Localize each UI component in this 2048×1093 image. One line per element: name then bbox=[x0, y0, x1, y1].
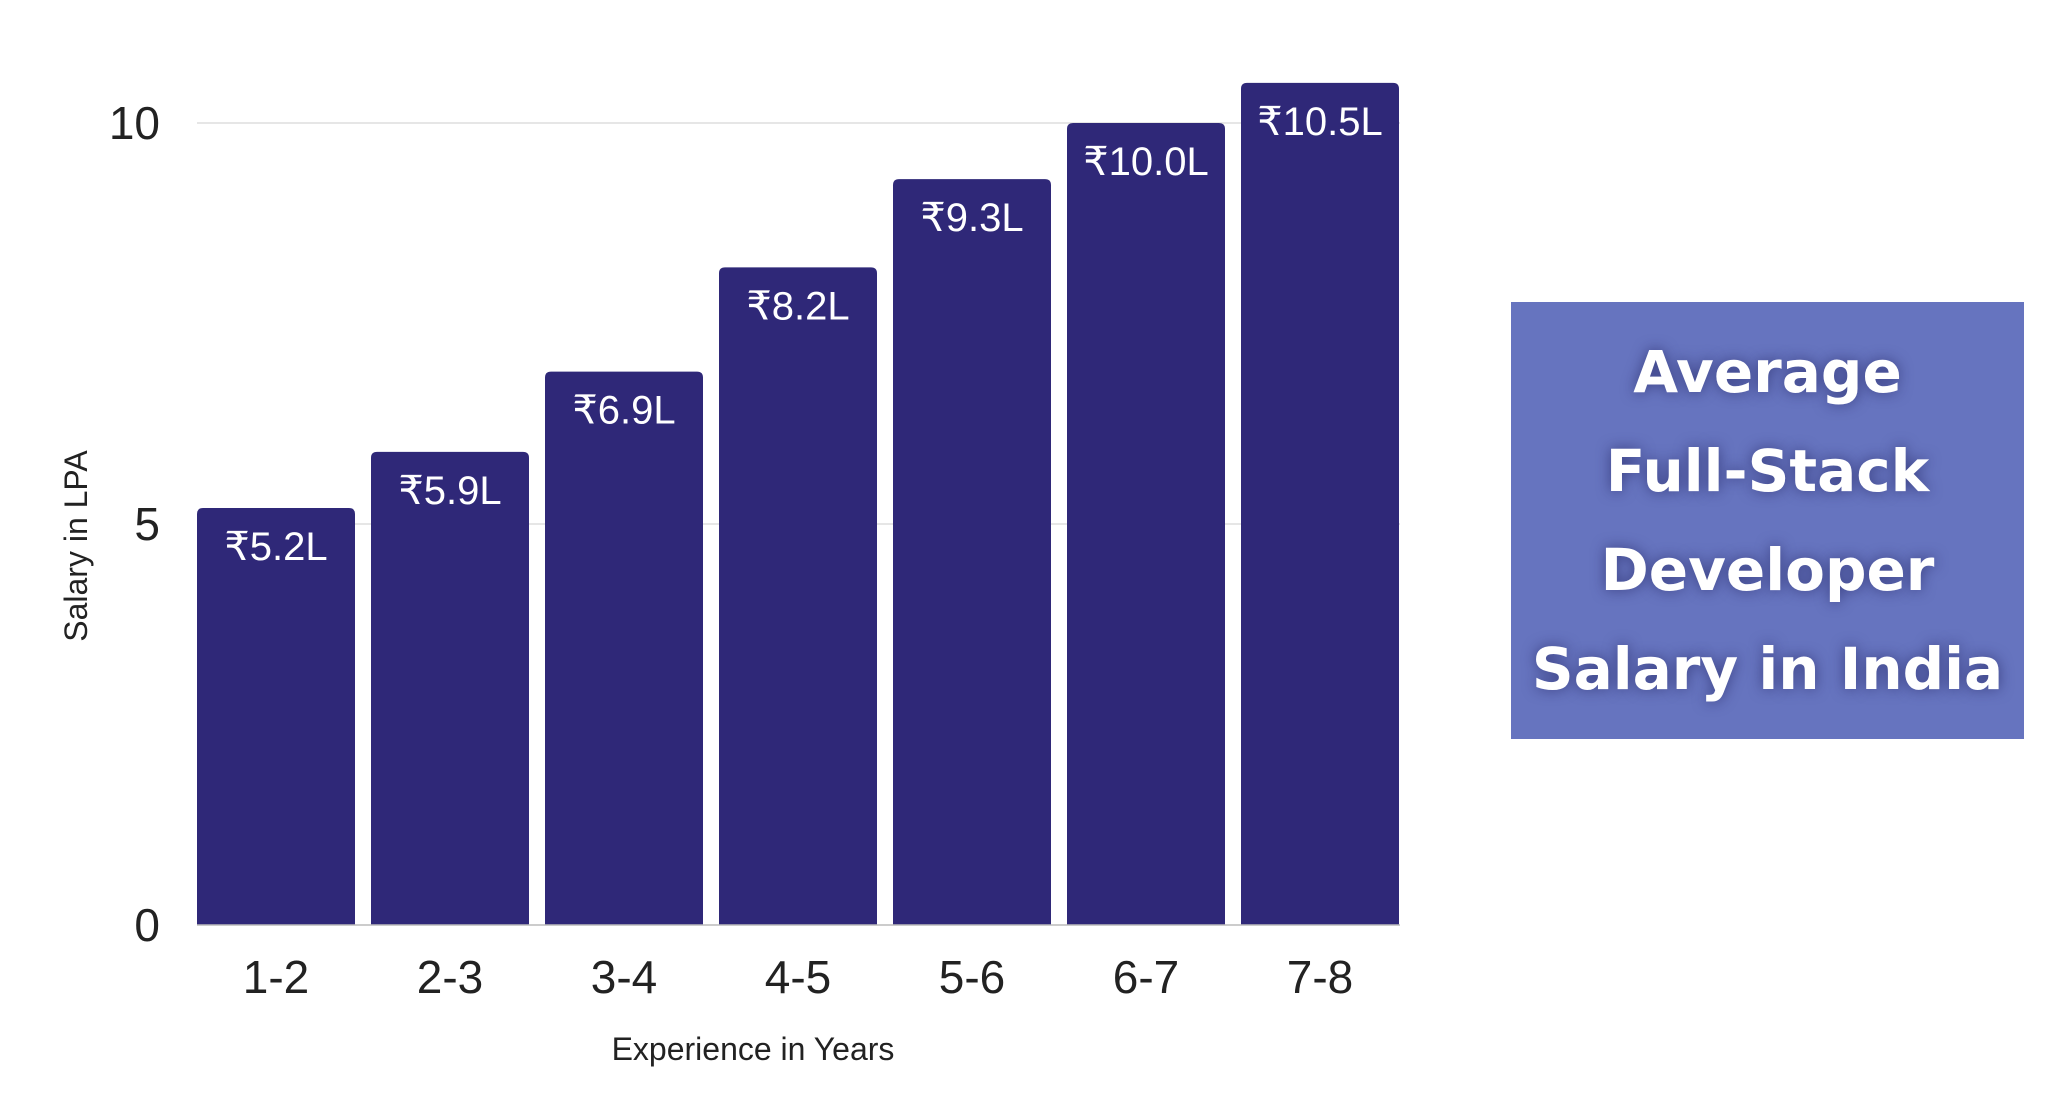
y-axis-label: Salary in LPA bbox=[58, 450, 94, 642]
chart-title-box: Average Full-Stack Developer Salary in I… bbox=[1511, 302, 2024, 739]
bar bbox=[719, 267, 877, 925]
data-label: ₹6.9L bbox=[572, 389, 675, 433]
x-tick-label: 2-3 bbox=[417, 951, 483, 1003]
bar bbox=[371, 451, 529, 925]
x-tick-label: 5-6 bbox=[939, 951, 1005, 1003]
y-tick-label: 0 bbox=[134, 899, 160, 951]
bar bbox=[1067, 123, 1225, 925]
bar bbox=[197, 507, 355, 925]
x-tick-label: 3-4 bbox=[591, 951, 657, 1003]
chart-title-line: Average bbox=[1633, 337, 1902, 406]
data-label: ₹10.0L bbox=[1083, 140, 1209, 184]
data-label: ₹9.3L bbox=[920, 196, 1023, 240]
y-tick-label: 10 bbox=[109, 97, 160, 149]
chart-title-line: Salary in India bbox=[1531, 634, 2004, 703]
data-label: ₹5.2L bbox=[224, 525, 327, 569]
data-label: ₹10.5L bbox=[1257, 100, 1383, 144]
x-tick-label: 6-7 bbox=[1113, 951, 1179, 1003]
chart-title-line: Full-Stack bbox=[1605, 436, 1930, 505]
x-axis-label: Experience in Years bbox=[612, 1031, 895, 1067]
x-tick-label: 7-8 bbox=[1287, 951, 1353, 1003]
data-label: ₹8.2L bbox=[746, 284, 849, 328]
y-tick-label: 5 bbox=[134, 498, 160, 550]
bar bbox=[545, 371, 703, 925]
x-tick-label: 4-5 bbox=[765, 951, 831, 1003]
chart-title-line: Developer bbox=[1600, 535, 1935, 604]
x-tick-label: 1-2 bbox=[243, 951, 309, 1003]
bar bbox=[1241, 82, 1399, 925]
data-label: ₹5.9L bbox=[398, 469, 501, 513]
bar bbox=[893, 179, 1051, 925]
